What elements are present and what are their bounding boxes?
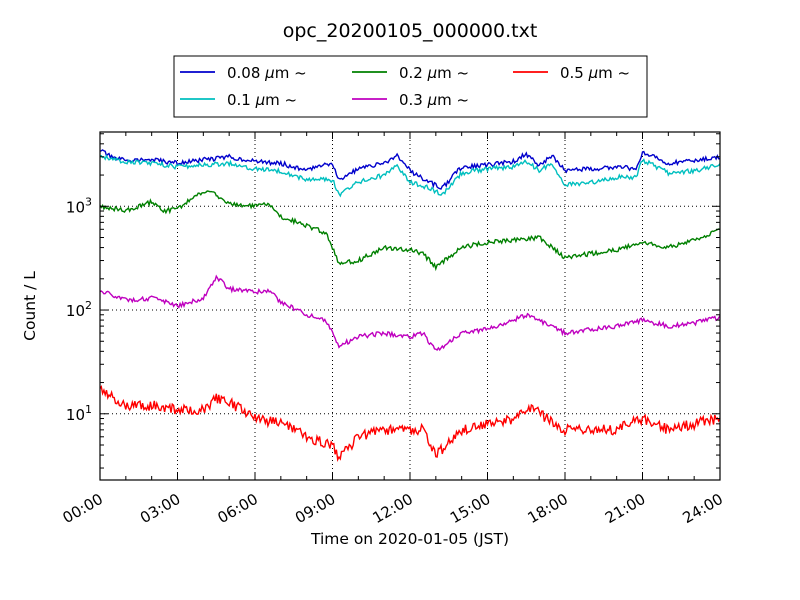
series-line-0.1 <box>99 154 721 198</box>
legend-entry: 0.3 μm ~ <box>399 91 469 109</box>
legend-entry: 0.08 μm ~ <box>227 64 307 82</box>
series-line-0.3 <box>99 274 721 352</box>
legend-entry: 0.2 μm ~ <box>399 64 469 82</box>
y-tick-label: 103 <box>66 195 92 216</box>
y-axis-label: Count / L <box>21 271 39 341</box>
x-axis-label: Time on 2020-01-05 (JST) <box>310 530 509 548</box>
series-line-0.5 <box>99 385 721 462</box>
grid <box>100 132 720 480</box>
series-line-0.08 <box>99 149 720 190</box>
series-line-0.2 <box>99 190 721 272</box>
legend: 0.08 μm ~ 0.1 μm ~ 0.2 μm ~ 0.3 μm ~ 0.5 μm … <box>173 55 648 118</box>
chart-title: opc_20200105_000000.txt <box>283 20 538 42</box>
legend-entry: 0.1 μm ~ <box>227 91 297 109</box>
y-tick-label: 102 <box>66 299 92 320</box>
series-lines <box>99 149 721 462</box>
legend-box <box>173 55 648 118</box>
y-tick-label: 101 <box>66 403 92 424</box>
legend-entry: 0.5 μm ~ <box>560 64 630 82</box>
